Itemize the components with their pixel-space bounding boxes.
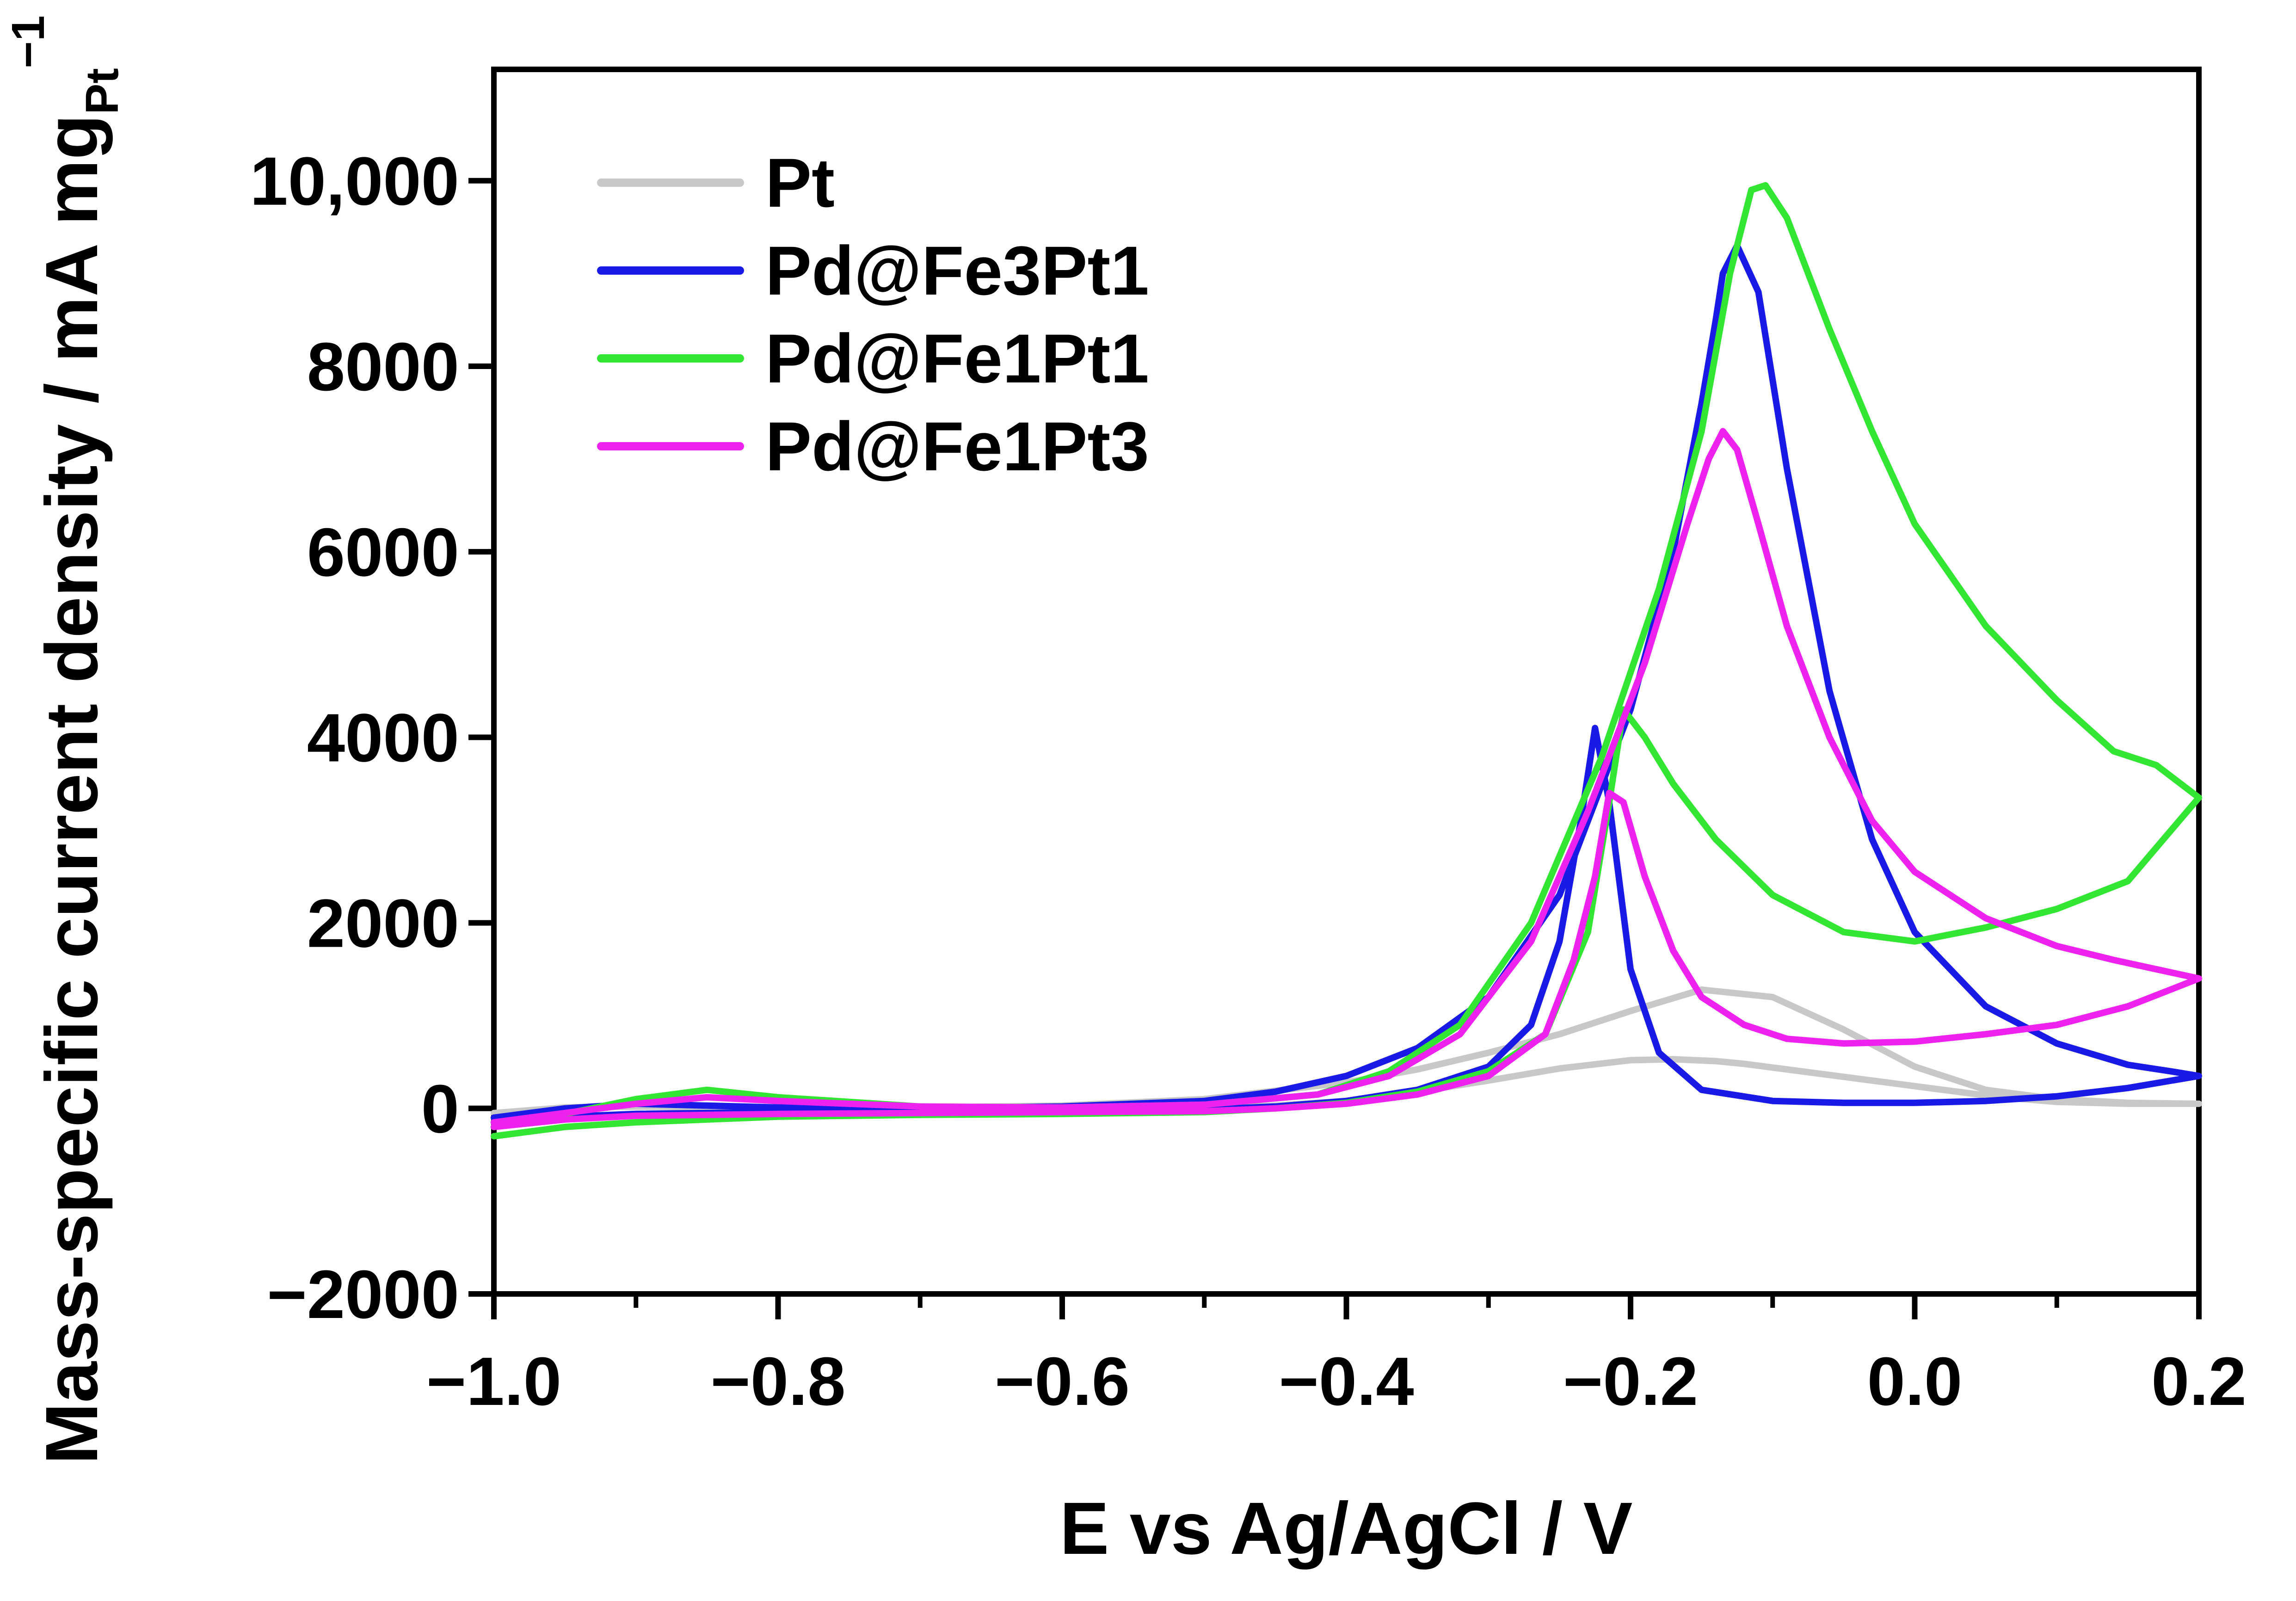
y-tick-label: 4000 <box>307 700 459 776</box>
x-tick-label: −1.0 <box>426 1343 561 1420</box>
series-line-pd-fe3pt1 <box>491 242 2202 1126</box>
series-lines <box>491 182 2202 1139</box>
legend-label-pd-fe1pt1: Pd@Fe1Pt1 <box>765 320 1149 397</box>
y-tick-label: 8000 <box>307 329 459 405</box>
y-axis-title-subscript: Pt <box>76 68 128 114</box>
y-tick-label: 10,000 <box>250 143 459 220</box>
y-tick-label: 6000 <box>307 514 459 591</box>
x-tick-label: −0.4 <box>1279 1343 1414 1420</box>
y-axis-title: Mass-specific current density / mA mgPt−… <box>2 15 128 1464</box>
y-axis-title-superscript: −1 <box>2 15 54 68</box>
series-line-pd-fe1pt1 <box>491 182 2202 1139</box>
legend-label-pd-fe1pt3: Pd@Fe1Pt3 <box>765 407 1149 485</box>
legend: Pt Pd@Fe3Pt1 Pd@Fe1Pt1 Pd@Fe1Pt3 <box>597 144 1149 485</box>
x-tick-label: −0.8 <box>710 1343 845 1420</box>
y-tick-label: 0 <box>421 1071 459 1147</box>
y-tick-label: −2000 <box>267 1256 459 1333</box>
x-tick-label: −0.2 <box>1563 1343 1698 1420</box>
y-tick-label: 2000 <box>307 886 459 962</box>
x-tick-label: 0.0 <box>1867 1343 1963 1420</box>
legend-label-pt: Pt <box>765 144 835 222</box>
axis-tick-labels: −1.0 −0.8 −0.6 −0.4 −0.2 0.0 0.2 −2000 0 2000 4000… <box>250 143 2247 1420</box>
y-axis-title-main: Mass-specific current density / mA mg <box>30 114 113 1464</box>
x-axis-title: E vs Ag/AgCl / V <box>1060 1487 1633 1570</box>
x-tick-label: −0.6 <box>995 1343 1130 1420</box>
series-line-pd-fe1pt3 <box>491 428 2202 1130</box>
x-tick-label: 0.2 <box>2151 1343 2247 1420</box>
legend-label-pd-fe3pt1: Pd@Fe3Pt1 <box>765 232 1149 309</box>
axis-ticks <box>468 178 2202 1319</box>
